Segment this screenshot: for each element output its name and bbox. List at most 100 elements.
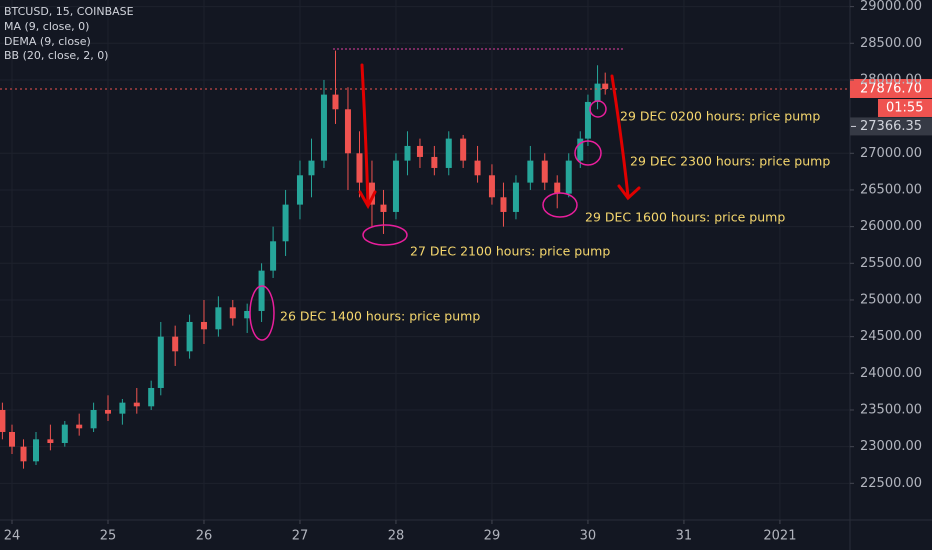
candle-body <box>320 94 327 161</box>
x-tick-label: 30 <box>580 529 597 544</box>
candle-body <box>554 182 561 194</box>
candle-body <box>602 83 609 89</box>
y-tick-label: 25000.00 <box>860 292 922 307</box>
circle <box>249 285 275 341</box>
candle-body <box>148 387 155 407</box>
candle-body <box>104 409 111 414</box>
annotation: 26 DEC 1400 hours: price pump <box>280 309 480 324</box>
legend-item: BTCUSD, 15, COINBASE <box>4 5 134 18</box>
arrow <box>358 63 377 210</box>
annotation: 29 DEC 1600 hours: price pump <box>585 210 785 225</box>
overlays: 27876.70 01:55 27366.35 26 DEC 1400 hours: … <box>0 78 932 324</box>
candle-body <box>541 160 548 183</box>
y-tick-label: 26500.00 <box>860 182 922 197</box>
candle-body <box>577 138 584 161</box>
last-price-label: 27876.70 <box>860 81 922 96</box>
x-tick-label: 2021 <box>763 529 796 544</box>
candle-body <box>119 402 126 414</box>
x-tick-label: 31 <box>676 529 693 544</box>
legend-item: DEMA (9, close) <box>4 35 91 48</box>
circle <box>542 192 578 218</box>
legend-item: BB (20, close, 2, 0) <box>4 49 108 62</box>
y-tick-label: 22500.00 <box>860 476 922 491</box>
candle-body <box>380 204 387 212</box>
candle-body <box>500 197 507 212</box>
candle-body <box>584 101 591 139</box>
countdown-tag <box>878 98 932 117</box>
candle-body <box>270 241 277 271</box>
circle <box>574 140 602 166</box>
candle-body <box>172 336 179 352</box>
candle-body <box>258 270 265 311</box>
candle-body <box>332 94 339 110</box>
candle-body <box>392 160 399 212</box>
candle-body <box>76 424 83 429</box>
candle-body <box>474 160 481 176</box>
candle-body <box>368 182 375 205</box>
annotation: 27 DEC 2100 hours: price pump <box>410 244 610 259</box>
candle-body <box>32 439 39 462</box>
indicator-price-label: 27366.35 <box>860 119 922 134</box>
candle-body <box>565 160 572 194</box>
candle-body <box>200 321 207 330</box>
candle-body <box>460 138 467 161</box>
candle-body <box>488 175 495 198</box>
y-tick-label: 25500.00 <box>860 256 922 271</box>
candle-body <box>229 307 236 319</box>
candle-body <box>8 431 15 447</box>
x-tick-label: 24 <box>4 529 21 544</box>
y-tick-label: 28000.00 <box>860 72 922 87</box>
candle-body <box>90 409 97 429</box>
candle-body <box>282 204 289 242</box>
candles <box>0 50 609 469</box>
candle-body <box>308 160 315 176</box>
circle <box>589 100 607 118</box>
last-price-tag <box>850 78 932 98</box>
candle-body <box>296 175 303 205</box>
y-tick-label: 29000.00 <box>860 0 922 14</box>
x-tick-label: 27 <box>292 529 309 544</box>
candle-body <box>61 424 68 443</box>
candle-body <box>404 145 411 161</box>
candle-body <box>445 138 452 168</box>
legend-item: MA (9, close, 0) <box>4 20 89 33</box>
x-tick-label: 29 <box>484 529 501 544</box>
candle-body <box>20 446 27 462</box>
candle-body <box>512 182 519 212</box>
y-tick-label: 23000.00 <box>860 439 922 454</box>
candle-body <box>431 156 438 168</box>
time-axis <box>0 520 932 550</box>
candle-body <box>133 402 140 407</box>
candle-body <box>356 153 363 183</box>
x-tick-label: 28 <box>388 529 405 544</box>
candle-body <box>157 336 164 388</box>
y-tick-label: 24500.00 <box>860 329 922 344</box>
indicator-price-tag <box>850 117 932 136</box>
x-tick-label: 25 <box>100 529 117 544</box>
candle-body <box>594 83 601 102</box>
annotation: 29 DEC 0200 hours: price pump <box>620 109 820 124</box>
y-tick-label: 28500.00 <box>860 36 922 51</box>
candle-body <box>215 307 222 330</box>
annotation: 29 DEC 2300 hours: price pump <box>630 154 830 169</box>
y-tick-label: 26000.00 <box>860 219 922 234</box>
y-tick-label: 27000.00 <box>860 146 922 161</box>
candle-body <box>186 321 193 352</box>
candle-body <box>527 160 534 183</box>
arrows <box>358 63 641 210</box>
countdown-label: 01:55 <box>886 100 923 115</box>
y-tick-label: 24000.00 <box>860 366 922 381</box>
legend: BTCUSD, 15, COINBASE MA (9, close, 0) DE… <box>4 5 134 62</box>
x-tick-label: 26 <box>196 529 213 544</box>
arrow <box>610 74 641 201</box>
candle-body <box>244 310 251 319</box>
candle-body <box>344 109 351 154</box>
y-tick-label: 23500.00 <box>860 402 922 417</box>
candle-body <box>0 409 6 432</box>
candle-body <box>416 145 423 157</box>
circle <box>362 224 408 246</box>
highlight-circles <box>249 100 607 341</box>
candle-body <box>47 439 54 443</box>
